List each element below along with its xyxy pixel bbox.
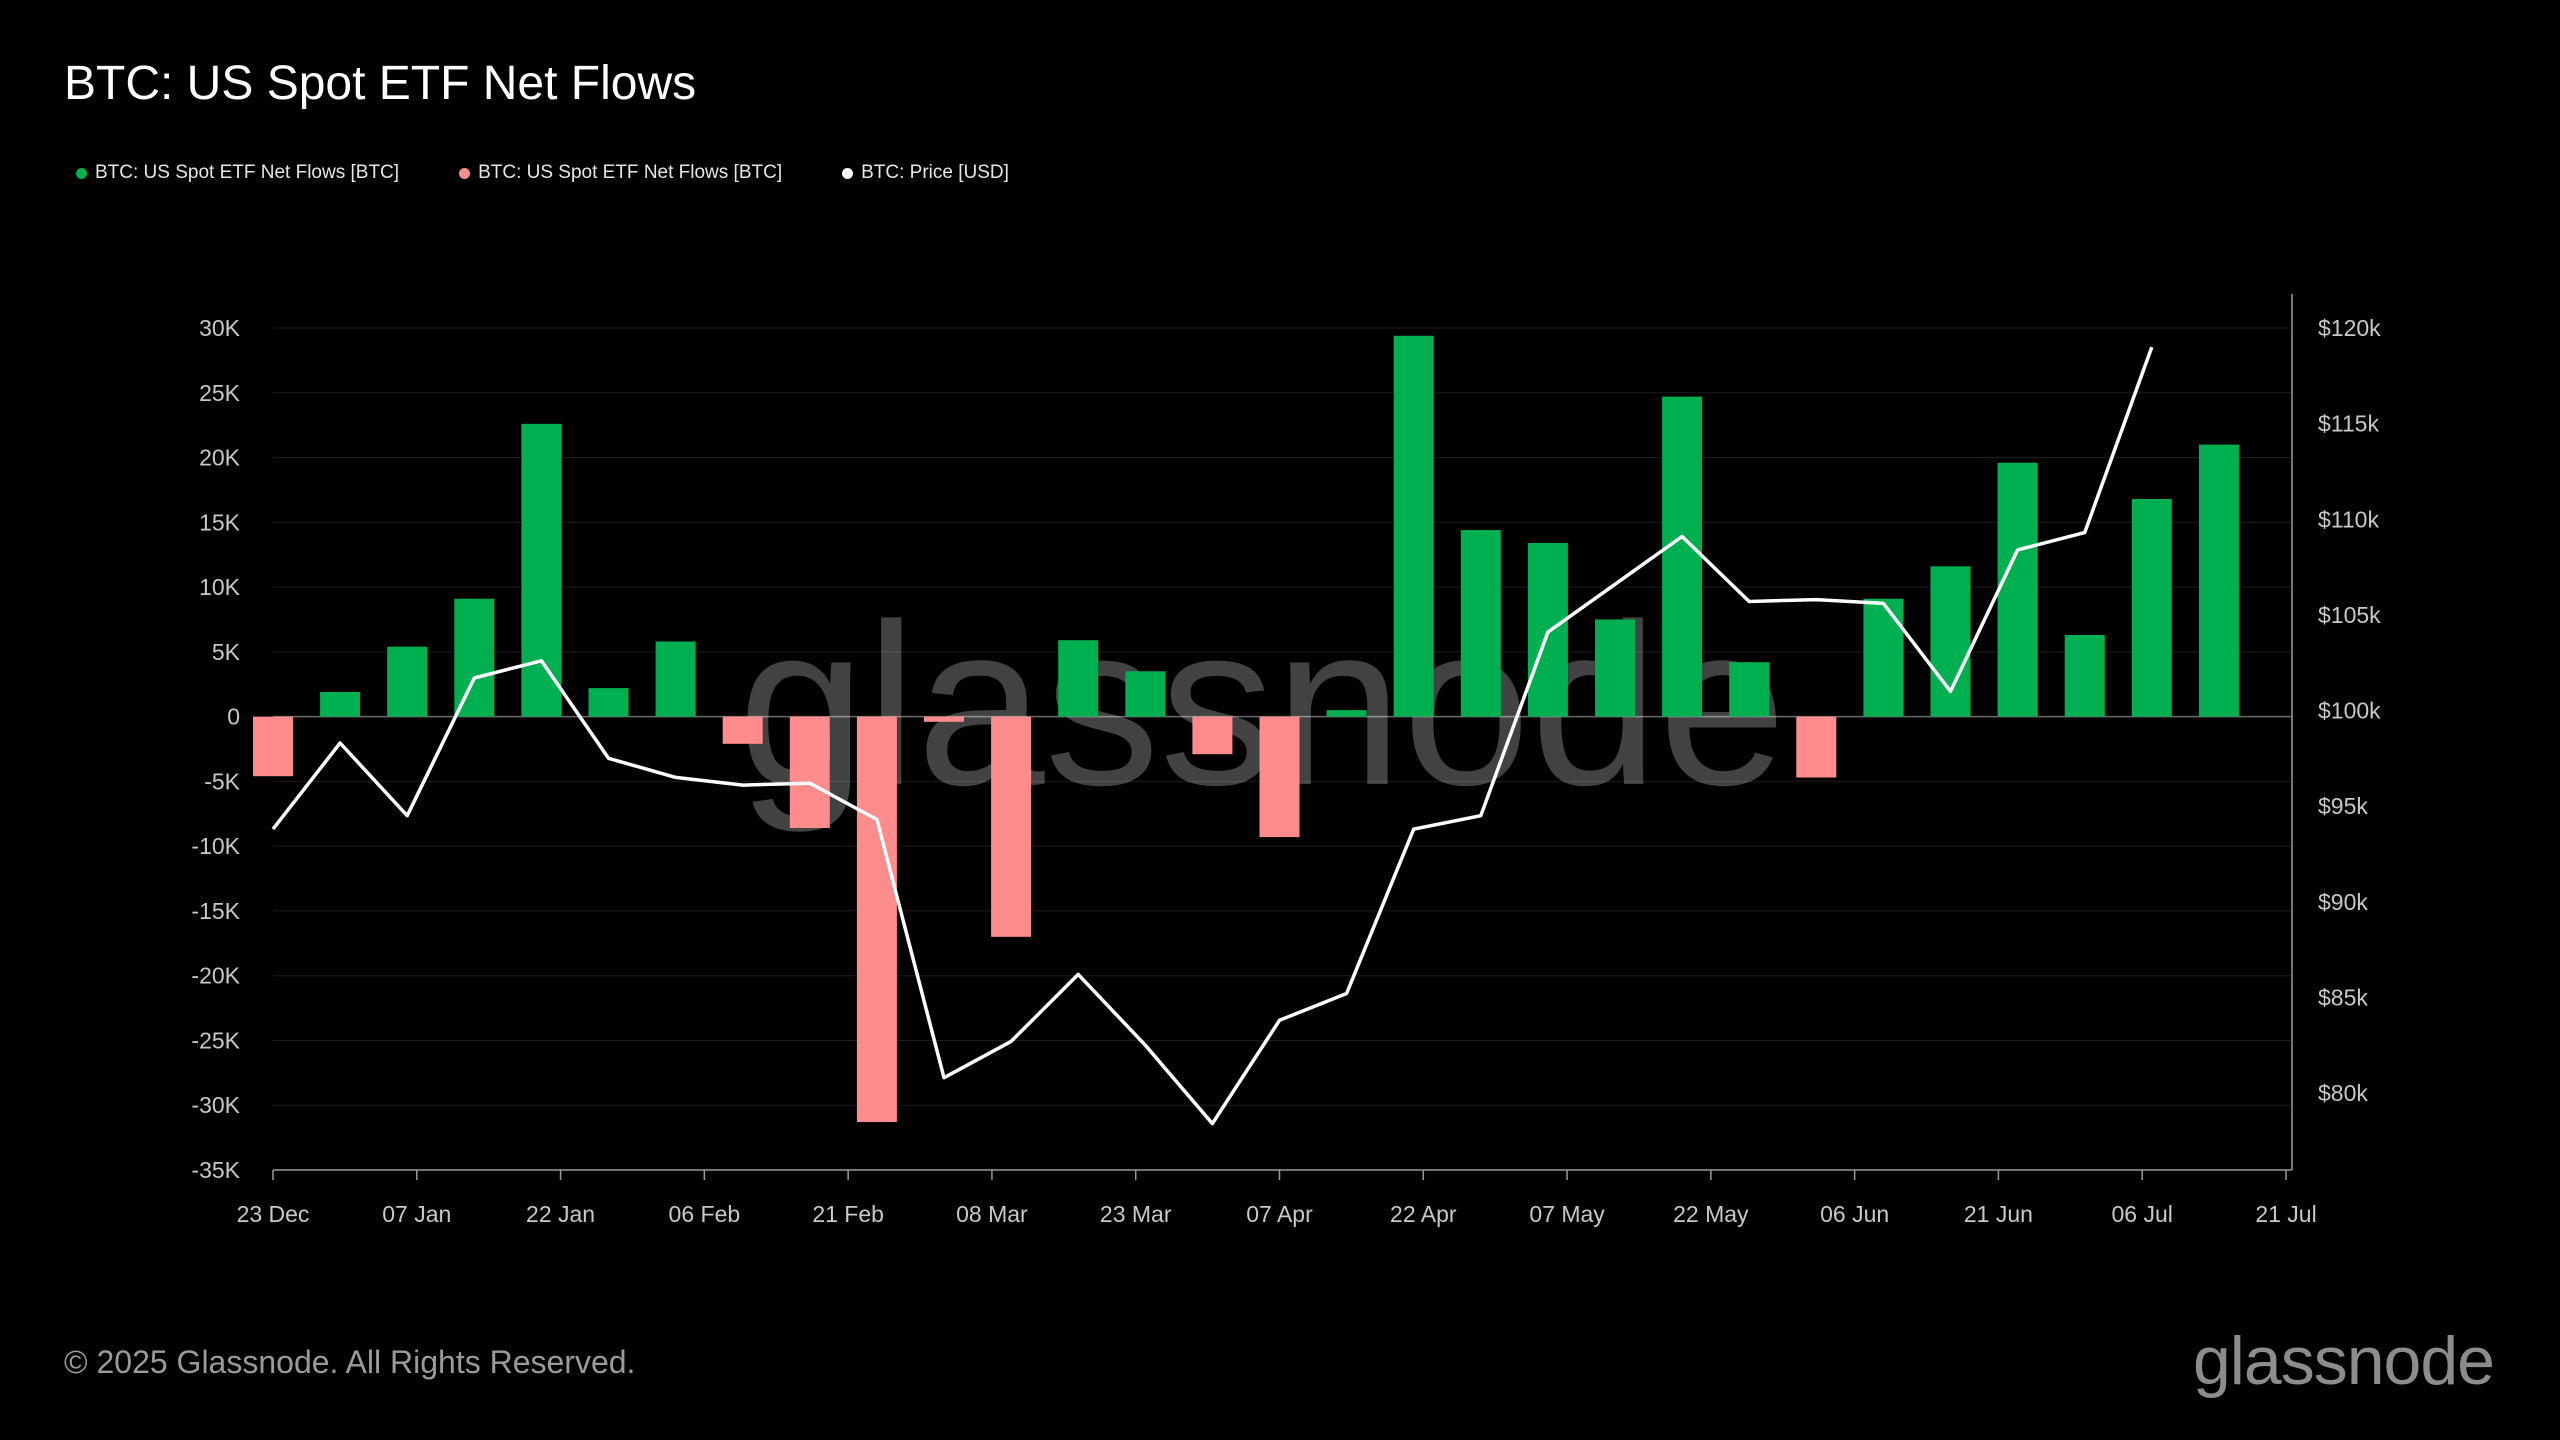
x-tick-labels: 23 Dec 07 Jan 22 Jan 06 Feb 21 Feb 08 Mar 23 M… — [237, 1201, 2317, 1227]
y-left-tick: 30K — [199, 315, 241, 341]
chart-title: BTC: US Spot ETF Net Flows — [64, 57, 697, 110]
flow-bar — [856, 716, 897, 1123]
x-tick: 06 Feb — [669, 1201, 741, 1227]
y-right-tick: $105k — [2318, 602, 2381, 628]
legend-red-dot-icon — [459, 167, 471, 179]
flow-bar — [655, 641, 696, 717]
legend-label: BTC: US Spot ETF Net Flows [BTC] — [95, 162, 400, 183]
y-left-tick: -35K — [191, 1157, 240, 1183]
y-left-tick: 20K — [199, 445, 241, 471]
flow-bar — [1460, 530, 1501, 717]
legend-item-price[interactable]: BTC: Price [USD] — [842, 162, 1009, 184]
y-right-tick: $90k — [2318, 889, 2368, 915]
flow-bar — [521, 423, 562, 717]
x-tick: 21 Jul — [2255, 1201, 2316, 1227]
y-right-tick: $80k — [2318, 1080, 2368, 1106]
flow-bar — [1259, 716, 1300, 838]
flow-bar — [1997, 462, 2038, 717]
legend-item-outflows[interactable]: BTC: US Spot ETF Net Flows [BTC] — [459, 162, 782, 184]
flow-bar — [924, 716, 964, 722]
x-tick: 07 Jan — [382, 1201, 451, 1227]
x-tick: 22 Apr — [1390, 1201, 1457, 1227]
flow-bar — [789, 716, 830, 829]
flow-bar — [1662, 396, 1703, 717]
x-tick: 07 May — [1529, 1201, 1605, 1227]
x-tick: 23 Dec — [237, 1201, 310, 1227]
x-tick: 06 Jul — [2112, 1201, 2173, 1227]
legend-label: BTC: US Spot ETF Net Flows [BTC] — [478, 162, 783, 183]
y-left-tick-labels: 30K 25K 20K 15K 10K 5K 0 -5K -10K -15K -20K -25K -30… — [191, 315, 240, 1183]
axes — [272, 294, 2293, 1180]
flow-bar — [454, 598, 495, 717]
x-tick: 07 Apr — [1246, 1201, 1313, 1227]
copyright-text: © 2025 Glassnode. All Rights Reserved. — [64, 1344, 636, 1380]
flow-bar — [2064, 635, 2105, 717]
flow-bar — [320, 692, 361, 717]
x-tick: 21 Jun — [1964, 1201, 2033, 1227]
flow-bar — [1393, 335, 1434, 717]
bar-series — [253, 335, 2239, 1123]
legend: BTC: US Spot ETF Net Flows [BTC] BTC: US… — [76, 162, 1009, 184]
y-left-tick: 25K — [199, 380, 241, 406]
price-line — [271, 346, 2154, 1126]
y-left-tick: 15K — [199, 509, 241, 535]
flow-bar — [1729, 662, 1770, 717]
flow-bar — [722, 716, 763, 744]
flow-bar — [588, 688, 629, 717]
flow-bar — [1796, 716, 1837, 778]
y-left-tick: -15K — [191, 898, 240, 924]
flow-bar — [1058, 640, 1099, 717]
legend-white-dot-icon — [842, 167, 854, 179]
x-tick: 22 Jan — [526, 1201, 595, 1227]
flow-bar — [1863, 598, 1904, 717]
flow-bar — [1326, 710, 1367, 717]
x-tick: 08 Mar — [956, 1201, 1028, 1227]
flow-bar — [253, 716, 293, 777]
y-right-tick: $100k — [2318, 698, 2381, 724]
legend-label: BTC: Price [USD] — [861, 162, 1009, 183]
glassnode-logo: glassnode — [2192, 1323, 2495, 1399]
y-right-tick-labels: $120k $115k $110k $105k $100k $95k $90k $85k $80… — [2318, 315, 2381, 1106]
y-right-tick: $110k — [2318, 506, 2379, 532]
y-right-tick: $120k — [2318, 315, 2381, 341]
y-left-tick: -30K — [191, 1092, 240, 1118]
flow-bar — [1527, 543, 1568, 717]
y-right-tick: $115k — [2318, 411, 2379, 437]
y-right-tick: $95k — [2318, 793, 2368, 819]
y-left-tick: 10K — [199, 574, 241, 600]
x-tick: 22 May — [1673, 1201, 1749, 1227]
flow-bar — [991, 716, 1032, 937]
y-left-tick: -5K — [204, 768, 240, 794]
flow-bar — [1595, 619, 1635, 717]
flow-bar — [1930, 566, 1971, 717]
x-tick: 23 Mar — [1100, 1201, 1172, 1227]
legend-green-dot-icon — [76, 167, 87, 179]
flow-bar — [2131, 498, 2172, 717]
flow-bar — [1192, 716, 1233, 755]
y-left-tick: -25K — [191, 1027, 240, 1053]
x-tick: 21 Feb — [812, 1201, 884, 1227]
flow-bar — [2198, 444, 2239, 717]
y-left-tick: 0 — [227, 704, 240, 730]
flow-bar — [1125, 671, 1166, 717]
y-left-tick: -20K — [191, 963, 240, 989]
y-left-tick: -10K — [191, 833, 240, 859]
flow-bar — [387, 646, 428, 717]
x-tick: 06 Jun — [1820, 1201, 1889, 1227]
y-left-tick: 5K — [212, 639, 241, 665]
legend-item-inflows[interactable]: BTC: US Spot ETF Net Flows [BTC] — [76, 162, 399, 184]
y-right-tick: $85k — [2318, 984, 2368, 1010]
